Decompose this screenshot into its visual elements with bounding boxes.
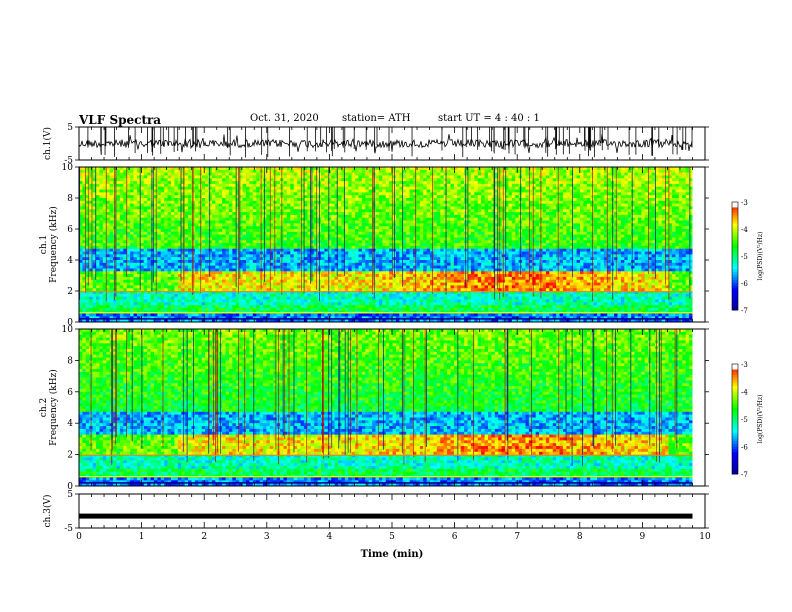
- x-tick-label: 1: [139, 532, 145, 542]
- ch1-freq-label: Frequency (kHz): [48, 206, 59, 283]
- ch2-freq-tick-label: 10: [62, 325, 74, 335]
- ch1-y-tick-label: 5: [67, 123, 73, 133]
- ch1-y-tick-label: -5: [64, 156, 73, 166]
- colorbar-tick-label: -7: [741, 471, 748, 479]
- ch2-colorbar: [731, 363, 739, 475]
- ch1-freq-tick-label: 6: [67, 225, 73, 235]
- ch3-waveform-line: [79, 513, 693, 519]
- colorbar-tick-label: -6: [741, 444, 748, 452]
- colorbar-tick-label: -5: [741, 253, 748, 261]
- ch3-ylabel: ch.3(V): [42, 495, 53, 528]
- ch2-freq-tick-label: 6: [67, 388, 73, 398]
- x-tick-label: 2: [201, 532, 207, 542]
- x-tick-label: 4: [327, 532, 333, 542]
- x-tick-label: 3: [264, 532, 270, 542]
- ch2-freq-tick-label: 4: [67, 419, 73, 429]
- colorbar-label: log(PSD)(V²/Hz): [757, 232, 764, 281]
- colorbar-tick-label: -4: [741, 226, 748, 234]
- x-tick-label: 9: [640, 532, 646, 542]
- ch1-colorbar: [731, 201, 739, 311]
- station-label: station= ATH: [342, 113, 410, 124]
- colorbar-tick-label: -7: [741, 307, 748, 315]
- ch1-freq-label: ch.1: [39, 235, 49, 254]
- ch3-y-tick-label: -5: [64, 524, 73, 534]
- ch1-freq-tick-label: 2: [67, 287, 73, 297]
- colorbar-tick-label: -4: [741, 389, 748, 397]
- ch1-spectrogram: [79, 167, 705, 323]
- x-tick-label: 0: [76, 532, 82, 542]
- x-tick-label: 7: [514, 532, 520, 542]
- ch1-freq-tick-label: 10: [62, 163, 74, 173]
- ch2-freq-label: Frequency (kHz): [48, 369, 59, 446]
- x-tick-label: 10: [699, 532, 711, 542]
- chart-title: VLF Spectra: [79, 113, 161, 127]
- start-time-label: start UT = 4 : 40 : 1: [438, 113, 540, 124]
- ch2-freq-tick-label: 2: [67, 451, 73, 461]
- ch1-ylabel: ch.1(V): [42, 127, 53, 160]
- ch1-freq-tick-label: 0: [67, 318, 73, 328]
- colorbar-label: log(PSD)(V²/Hz): [757, 395, 764, 444]
- ch1-freq-tick-label: 8: [67, 194, 73, 204]
- ch2-spectrogram: [79, 329, 705, 487]
- x-tick-label: 6: [452, 532, 458, 542]
- ch2-freq-label: ch.2: [39, 398, 49, 417]
- colorbar-tick-label: -6: [741, 280, 748, 288]
- x-tick-label: 8: [577, 532, 583, 542]
- x-tick-label: 5: [389, 532, 395, 542]
- colorbar-tick-label: -3: [741, 361, 748, 369]
- x-axis-label: Time (min): [361, 549, 424, 560]
- ch1-freq-tick-label: 4: [67, 256, 73, 266]
- colorbar-tick-label: -5: [741, 416, 748, 424]
- date-label: Oct. 31, 2020: [250, 113, 319, 124]
- ch2-freq-tick-label: 0: [67, 482, 73, 492]
- ch3-y-tick-label: 5: [67, 490, 73, 500]
- colorbar-tick-label: -3: [741, 199, 748, 207]
- ch2-freq-tick-label: 8: [67, 356, 73, 366]
